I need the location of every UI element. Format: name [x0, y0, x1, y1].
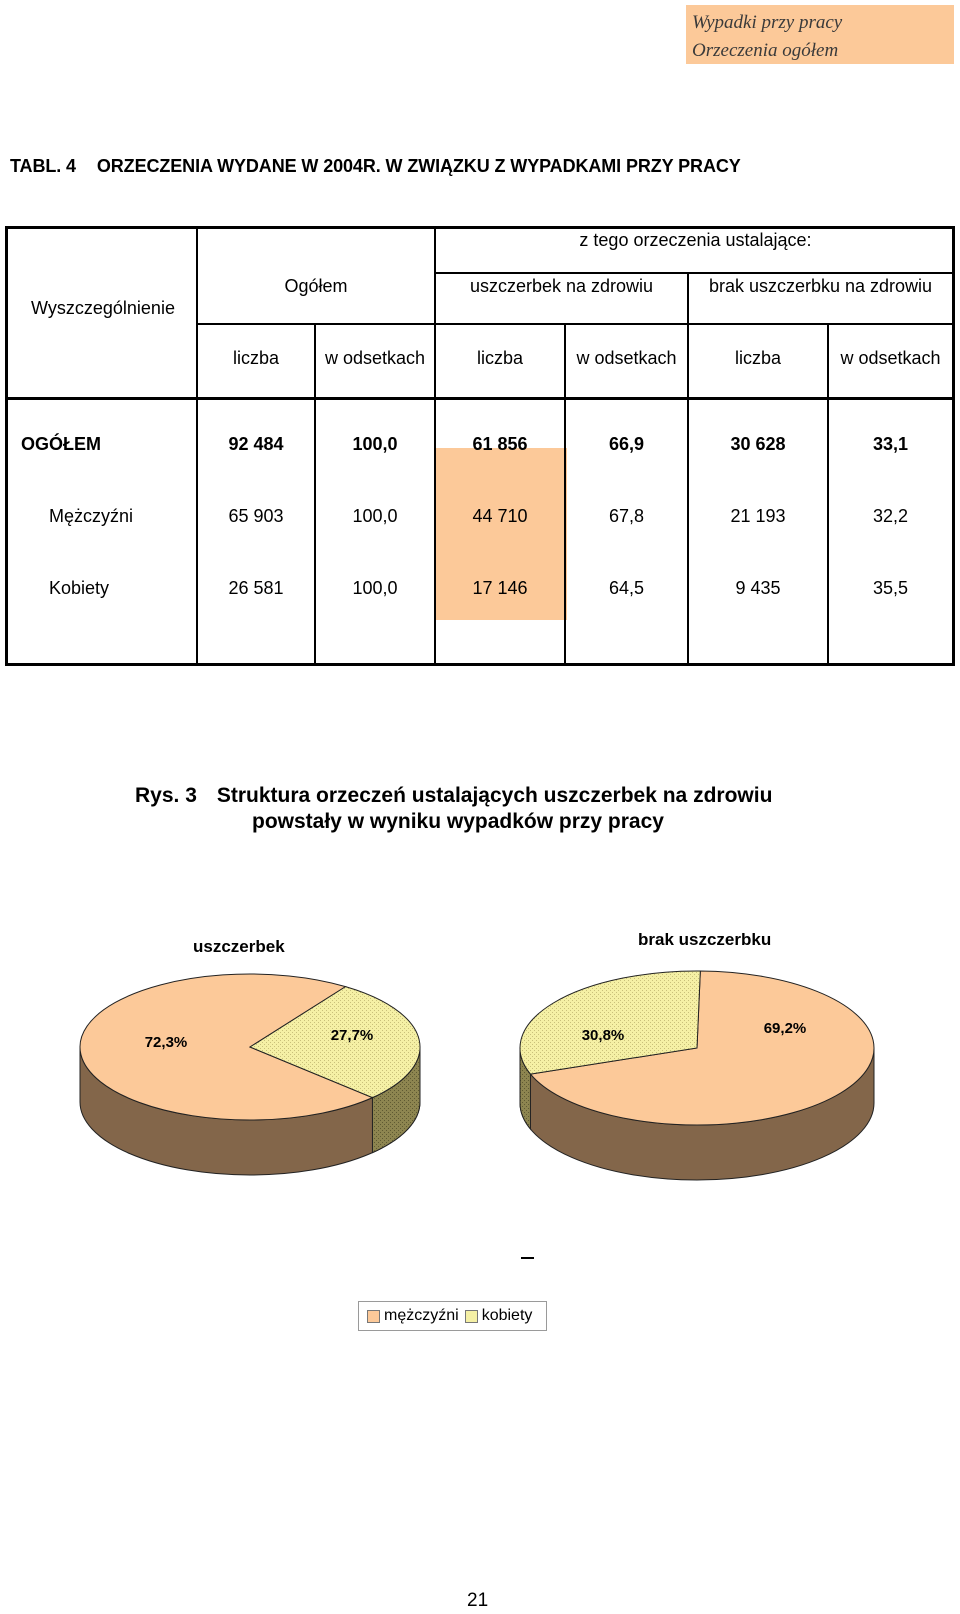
legend-label-men: mężczyźni: [384, 1307, 459, 1324]
pie-label-women: 27,7%: [331, 1027, 374, 1044]
table-cell: 100,0: [352, 578, 398, 598]
table-cell: 65 903: [228, 506, 284, 526]
section-header: Wypadki przy pracy Orzeczenia ogółem: [686, 5, 954, 64]
table-cell: 32,2: [872, 506, 909, 526]
stray-dash: [521, 1257, 534, 1259]
col-header-injury: uszczerbek na zdrowiu: [469, 276, 654, 296]
pie-label-men: 72,3%: [145, 1034, 188, 1051]
col-header-percent: w odsetkach: [840, 348, 941, 368]
section-header-line2: Orzeczenia ogółem: [692, 40, 839, 61]
table-cell: 30 628: [730, 434, 786, 454]
pie-slice-men: [529, 970, 875, 1126]
table-border-left: [5, 226, 8, 666]
col-header-count: liczba: [734, 348, 782, 368]
table-cell: 26 581: [228, 578, 284, 598]
data-table: Wyszczególnienie Ogółem z tego orzeczeni…: [5, 226, 955, 668]
pie-right-title: brak uszczerbku: [638, 930, 772, 949]
legend-swatch-men: [367, 1309, 380, 1323]
table-cell: 33,1: [872, 434, 909, 454]
table-cell: 92 484: [228, 434, 284, 454]
figure-title-line2: powstały w wyniku wypadków przy pracy: [252, 810, 664, 833]
col-header-rowhead: Wyszczególnienie: [31, 298, 175, 318]
table-cell: 21 193: [730, 506, 786, 526]
col-header-percent: w odsetkach: [324, 348, 426, 368]
highlight-column: [435, 448, 567, 620]
table-cell: 100,0: [352, 434, 398, 454]
figure-title-line1: Struktura orzeczeń ustalających uszczerb…: [216, 784, 773, 807]
table-divider-head: [5, 397, 955, 400]
table-title-text: ORZECZENIA WYDANE W 2004R. W ZWIĄZKU Z W…: [96, 156, 741, 176]
table-cell: 67,8: [608, 506, 645, 526]
table-title: TABL. 4 ORZECZENIA WYDANE W 2004R. W ZWI…: [10, 156, 741, 177]
table-vline-2: [314, 323, 316, 666]
pie-slice-women: [248, 986, 421, 1099]
legend-swatch-women: [464, 1309, 478, 1323]
chart-legend: mężczyźni kobiety: [358, 1301, 548, 1331]
table-border-right: [952, 226, 955, 666]
table-cell: 66,9: [608, 434, 645, 454]
table-row-label: Kobiety: [49, 578, 110, 598]
table-vline-1: [196, 226, 198, 666]
pie-slice-men: [79, 973, 374, 1121]
table-cell: 64,5: [608, 578, 645, 598]
col-header-no-injury: brak uszczerbku na zdrowiu: [708, 276, 933, 296]
table-cell: 44 710: [472, 506, 528, 526]
pie-left-title: uszczerbek: [193, 937, 285, 956]
table-line-group: [434, 272, 955, 274]
table-vline-6: [827, 323, 829, 666]
col-header-group: z tego orzeczenia ustalające:: [579, 230, 812, 250]
page-number: 21: [467, 1590, 489, 1611]
legend-item-women: kobiety: [464, 1307, 533, 1325]
pie-label-women: 30,8%: [582, 1027, 625, 1044]
table-number: TABL. 4: [10, 156, 76, 176]
pie-right: 69,2% 30,8%: [519, 970, 875, 1181]
col-header-total: Ogółem: [284, 276, 348, 296]
col-header-count: liczba: [476, 348, 524, 368]
table-border-top: [5, 226, 955, 229]
table-cell: 17 146: [472, 578, 528, 598]
col-header-percent: w odsetkach: [576, 348, 677, 368]
table-row-label: Mężczyźni: [49, 506, 134, 526]
table-border-bottom: [5, 663, 955, 666]
table-cell: 61 856: [472, 434, 528, 454]
table-line-cols: [196, 323, 955, 325]
pie-label-men: 69,2%: [764, 1020, 807, 1037]
table-vline-5: [687, 272, 689, 666]
pie-left: 72,3% 27,7%: [79, 973, 421, 1176]
pie-slice-women: [519, 970, 701, 1075]
col-header-count: liczba: [232, 348, 280, 368]
legend-label-women: kobiety: [481, 1307, 533, 1324]
legend-item-men: mężczyźni: [367, 1307, 459, 1325]
table-cell: 9 435: [735, 578, 781, 598]
table-cell: 35,5: [872, 578, 909, 598]
section-header-line1: Wypadki przy pracy: [692, 12, 843, 33]
table-vline-3: [434, 226, 436, 666]
pie-charts: 72,3% 27,7% 69,2% 30,8%: [79, 970, 875, 1181]
figure-label: Rys. 3: [135, 784, 197, 807]
table-cell: 100,0: [352, 506, 398, 526]
table-vline-4: [564, 323, 566, 666]
table-row-label: OGÓŁEM: [21, 434, 101, 454]
